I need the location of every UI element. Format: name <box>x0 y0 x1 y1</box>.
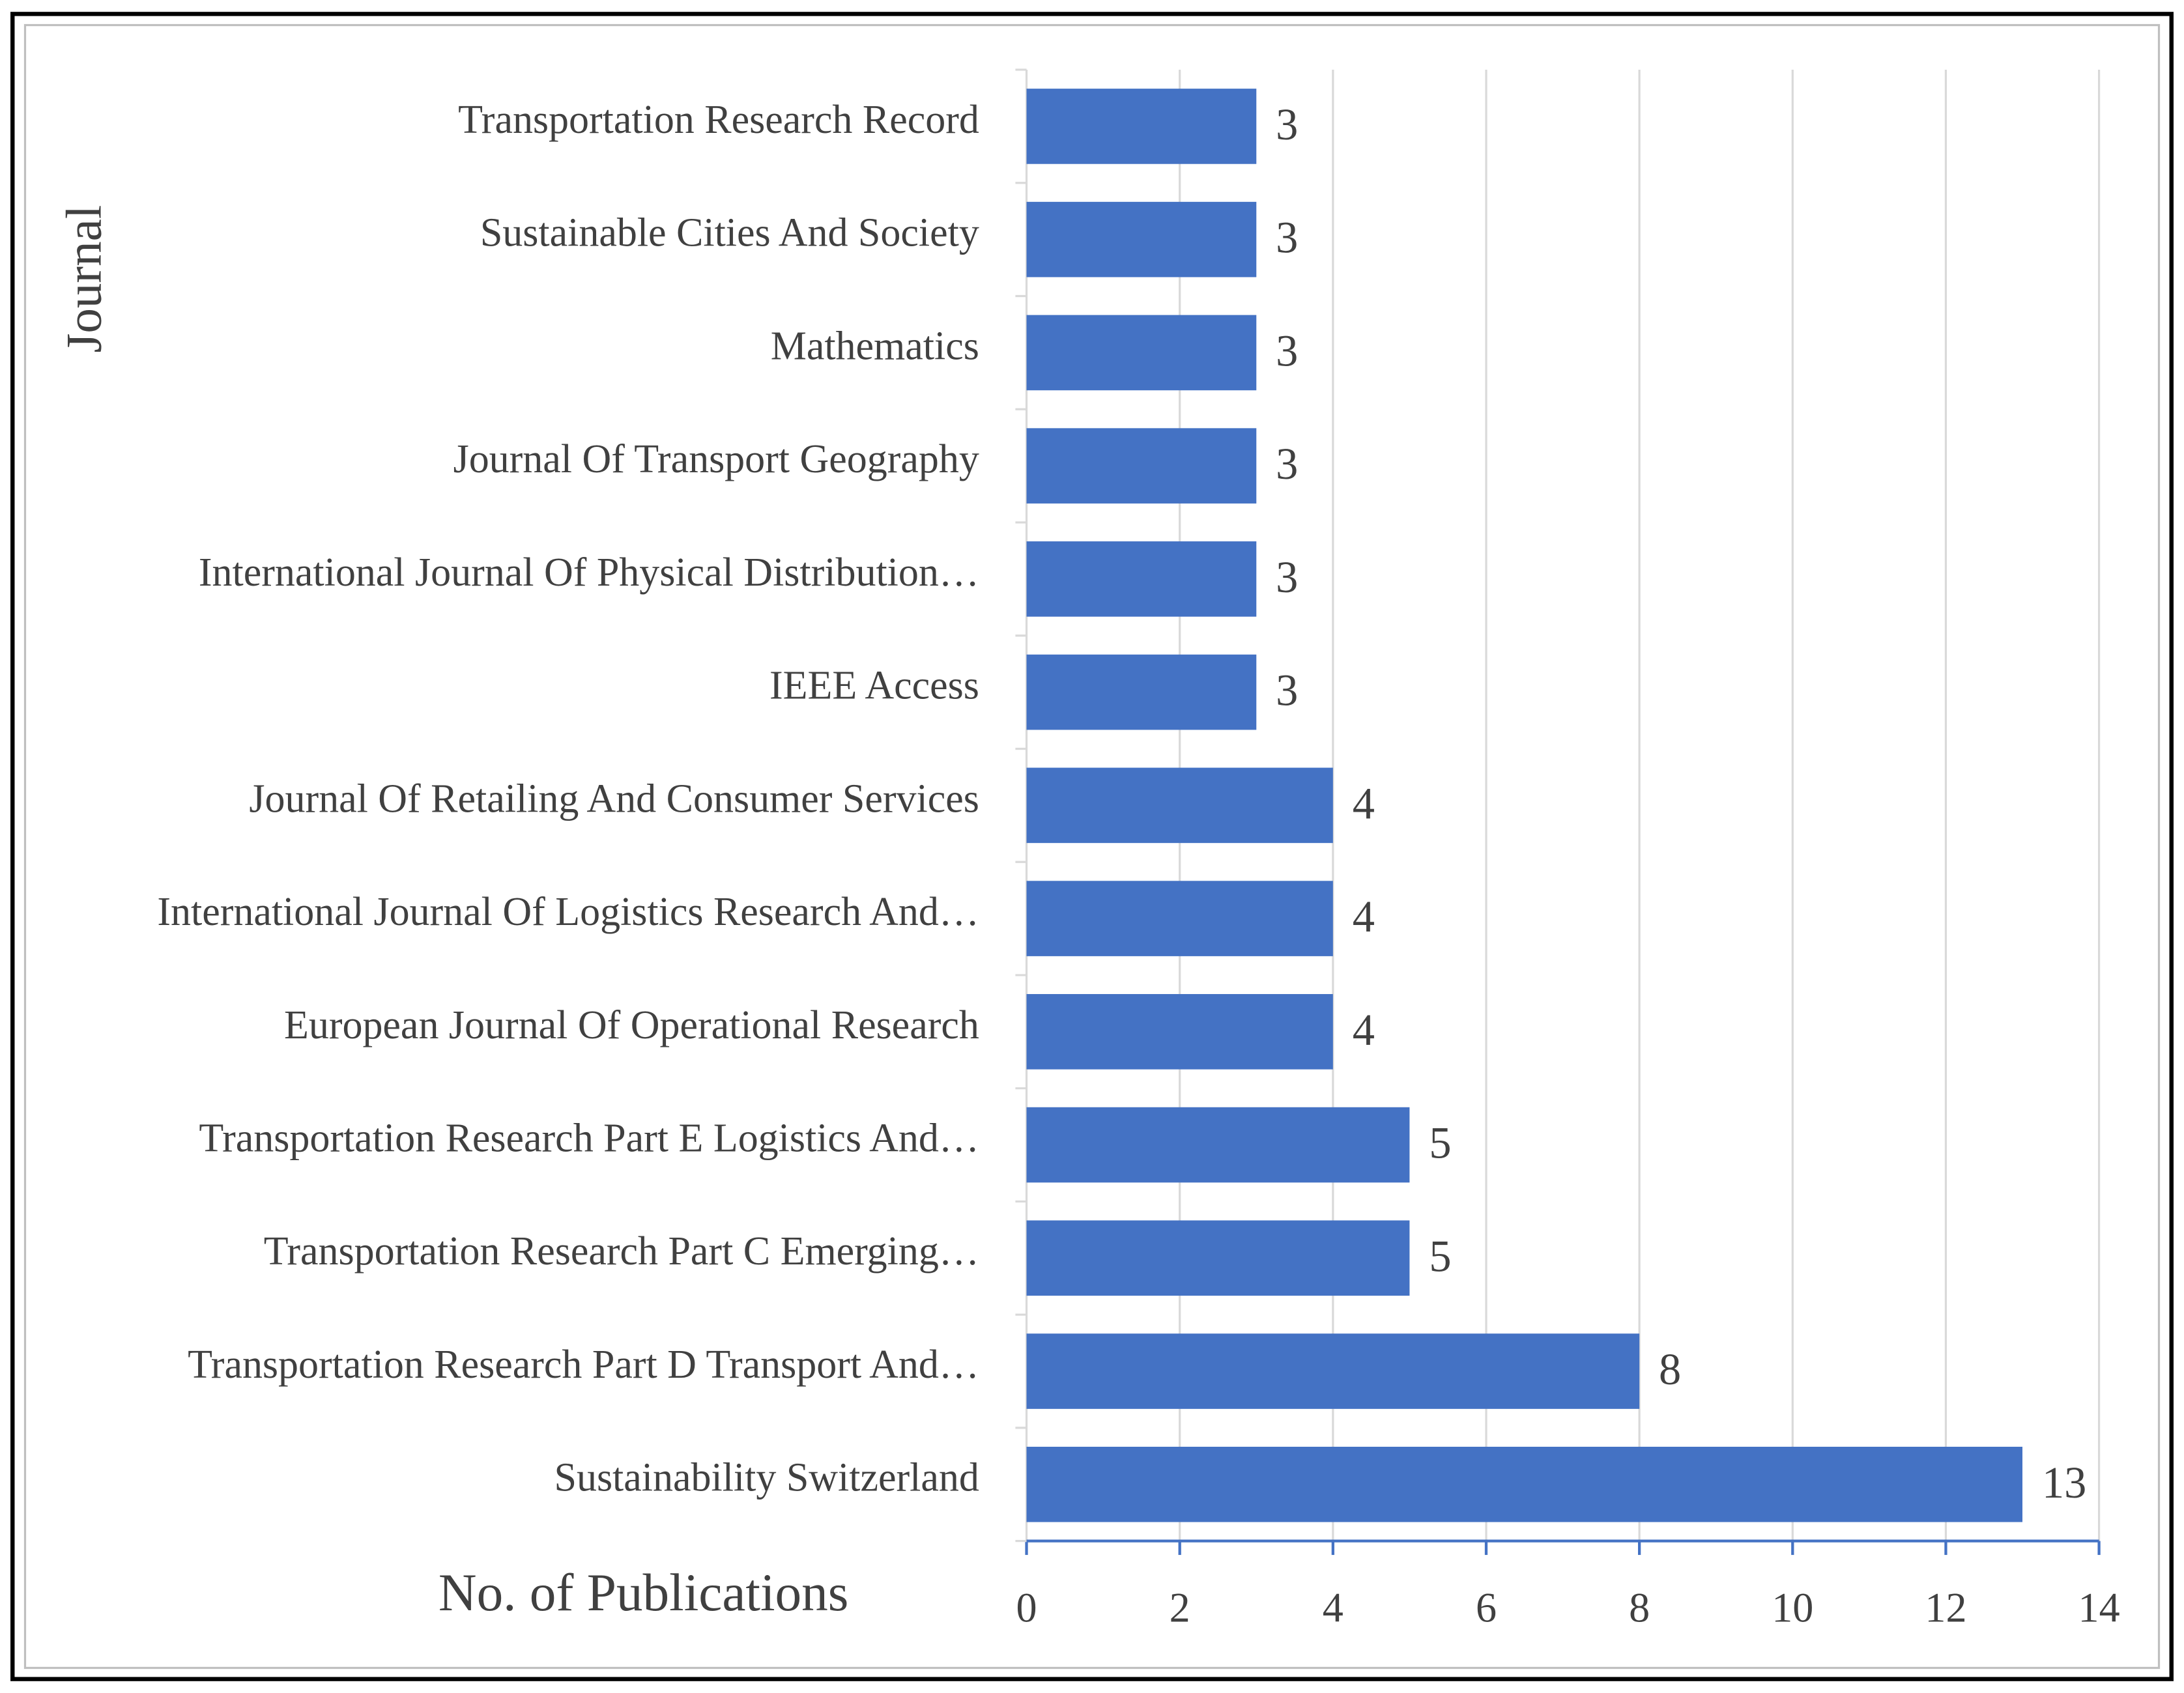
x-tick-label: 12 <box>1925 1585 1966 1631</box>
y-tick-label: European Journal Of Operational Research <box>284 1003 979 1047</box>
bar <box>1026 89 1257 164</box>
data-label: 5 <box>1429 1118 1451 1168</box>
bar <box>1026 767 1333 844</box>
x-tick-label: 0 <box>1016 1585 1037 1631</box>
y-axis-label: Journal <box>56 205 112 353</box>
y-tick-label: Sustainability Switzerland <box>554 1456 979 1500</box>
x-axis-label: No. of Publications <box>438 1563 848 1622</box>
y-tick-label: International Journal Of Logistics Resea… <box>157 890 979 934</box>
plot-area: 0 2 4 6 8 10 12 14 Transportation Research Recor… <box>157 68 2120 1631</box>
data-label: 4 <box>1353 778 1375 828</box>
x-tick-label: 10 <box>1772 1585 1813 1631</box>
data-label: 3 <box>1276 439 1298 489</box>
y-tick-label: Journal Of Retailing And Consumer Servic… <box>249 776 979 821</box>
bar <box>1026 1220 1410 1296</box>
data-label: 3 <box>1276 213 1298 263</box>
data-label: 3 <box>1276 326 1298 375</box>
data-label: 5 <box>1429 1231 1451 1281</box>
y-tick-label: Transportation Research Part D Transport… <box>188 1343 979 1387</box>
bar <box>1026 654 1257 730</box>
y-tick-label: Transportation Research Part C Emerging… <box>264 1229 979 1273</box>
y-tick-label: Transportation Research Part E Logistics… <box>199 1116 979 1160</box>
bar <box>1026 1107 1410 1183</box>
y-tick-label: Transportation Research Record <box>458 98 979 142</box>
bar <box>1026 994 1333 1070</box>
data-label: 4 <box>1353 892 1375 941</box>
x-tick-label: 8 <box>1629 1585 1650 1631</box>
data-label: 13 <box>2042 1458 2086 1507</box>
x-tick-label: 4 <box>1323 1585 1343 1631</box>
y-tick-label: International Journal Of Physical Distri… <box>199 550 979 595</box>
y-tick-label: Mathematics <box>771 324 979 368</box>
bar <box>1026 881 1333 956</box>
bar <box>1026 428 1257 504</box>
bar <box>1026 201 1257 277</box>
x-tick-label: 14 <box>2078 1585 2120 1631</box>
bar <box>1026 315 1257 391</box>
data-label: 3 <box>1276 100 1298 149</box>
data-label: 8 <box>1659 1344 1681 1394</box>
x-tick-label: 6 <box>1476 1585 1497 1631</box>
data-label: 4 <box>1353 1005 1375 1055</box>
y-tick-label: Sustainable Cities And Society <box>480 211 979 255</box>
bar <box>1026 1446 2023 1522</box>
data-label: 3 <box>1276 666 1298 715</box>
y-tick-label: IEEE Access <box>769 664 979 708</box>
x-tick-label: 2 <box>1170 1585 1190 1631</box>
y-tick-label: Journal Of Transport Geography <box>453 437 979 481</box>
data-label: 3 <box>1276 552 1298 602</box>
bar <box>1026 541 1257 617</box>
chart-border <box>23 23 2161 1670</box>
bar <box>1026 1333 1640 1409</box>
